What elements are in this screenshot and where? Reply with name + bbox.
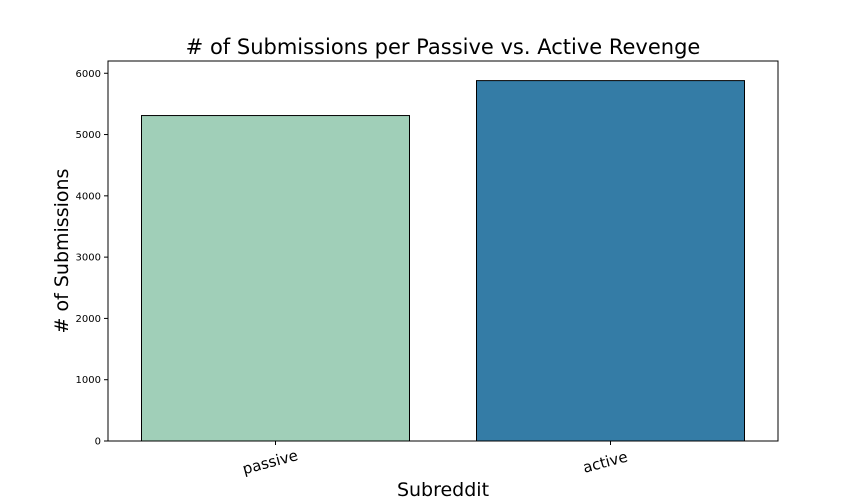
x-axis-label: Subreddit [397, 479, 489, 501]
y-tick-label: 1000 [76, 375, 101, 386]
x-tick-label-passive: passive [241, 446, 300, 478]
y-tick-label: 3000 [76, 253, 101, 264]
y-tick-label: 2000 [76, 314, 101, 325]
bar-active [476, 80, 745, 442]
x-axis-ticks: passive active [241, 441, 630, 478]
bars-group [141, 80, 745, 442]
plot-frame [107, 60, 779, 442]
bar-passive [141, 115, 410, 442]
y-tick-label: 5000 [76, 130, 101, 141]
y-axis-label: # of Submissions [51, 169, 73, 334]
x-tick-label-active: active [581, 448, 630, 477]
y-tick-label: 6000 [76, 69, 101, 80]
chart-title: # of Submissions per Passive vs. Active … [186, 35, 701, 59]
y-tick-label: 0 [95, 437, 101, 448]
y-axis-ticks: 0 1000 2000 3000 4000 5000 6000 [76, 69, 108, 448]
y-tick-label: 4000 [76, 191, 101, 202]
